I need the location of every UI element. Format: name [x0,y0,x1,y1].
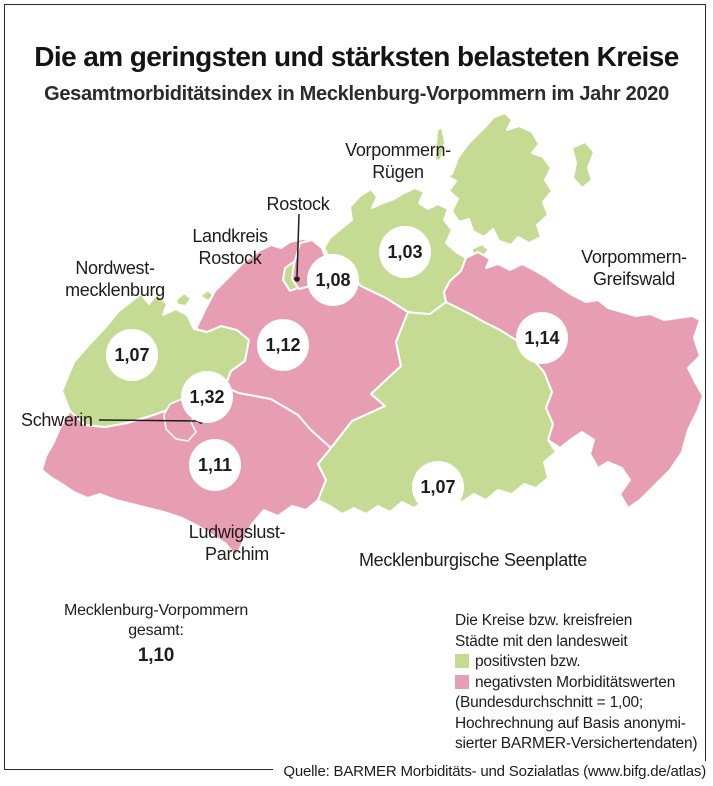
state-total: Mecklenburg-Vorpommern gesamt: 1,10 [55,601,257,666]
leader-line-schwerin [98,419,200,422]
value-badge-ludwigslust-parchim: 1,11 [189,439,241,491]
label-schwerin: Schwerin [21,410,93,430]
legend-intro-line-1: Die Kreise bzw. kreisfreien [455,612,633,629]
label-nordwestmecklenburg: Nordwest-mecklenburg [65,258,165,300]
island-ruegen [446,112,553,246]
legend-intro-line-2: Städte mit den landesweit [455,632,628,650]
page-subtitle: Gesamtmorbiditätsindex in Mecklenburg-Vo… [44,82,669,105]
state-total-region: Mecklenburg-Vorpommern [63,602,249,619]
legend-note-line-1: (Bundesdurchschnitt = 1,00; [455,694,644,711]
source-text: Quelle: BARMER Morbiditäts- und Sozialat… [273,761,707,782]
value-badge-landkreis-rostock: 1,12 [257,319,309,371]
legend: Die Kreise bzw. kreisfreien Städte mit d… [455,611,711,755]
legend-swatch-positive [455,654,469,668]
value-badge-mecklenburgische-seenplatte: 1,07 [412,461,464,513]
page-title: Die am geringsten und stärksten belastet… [34,40,679,72]
island-hiddensee [434,126,446,162]
label-ludwigslust-parchim: Ludwigslust- Parchim [188,522,286,564]
legend-positive-row: positivsten bzw. [455,652,711,673]
value-badge-nordwestmecklenburg: 1,07 [106,329,158,381]
label-rostock: Rostock [266,194,330,214]
label-vorpommern-ruegen: Vorpommern- Rügen [345,140,451,182]
state-total-label: gesamt: [128,622,184,639]
value-badge-vorpommern-greifswald: 1,14 [516,312,568,364]
label-landkreis-rostock: Landkreis Rostock [192,226,268,268]
state-total-value: 1,10 [137,645,175,666]
legend-note-line-3: sierter BARMER-Versichertendaten) [455,735,698,752]
leader-line-rostock [296,213,300,277]
label-vorpommern-greifswald: Vorpommern- Greifswald [581,247,687,289]
legend-note-line-2: Hochrechnung auf Basis anonymi- [455,714,686,732]
leader-dot-rostock [294,276,300,282]
label-mecklenburgische-seenplatte: Mecklenburgische Seenplatte [358,550,588,570]
value-badge-vorpommern-ruegen: 1,03 [379,226,431,278]
value-badge-schwerin: 1,32 [181,371,233,423]
legend-swatch-negative [455,674,469,689]
island-moenchgut [571,141,595,189]
legend-negative-row: negativsten Morbiditätswerten [455,673,711,694]
value-badge-rostock: 1,08 [307,254,359,306]
island-wismar-bay-1 [175,292,192,307]
legend-negative-label: negativsten Morbiditätswerten [475,673,676,691]
legend-positive-label: positivsten bzw. [475,653,581,670]
